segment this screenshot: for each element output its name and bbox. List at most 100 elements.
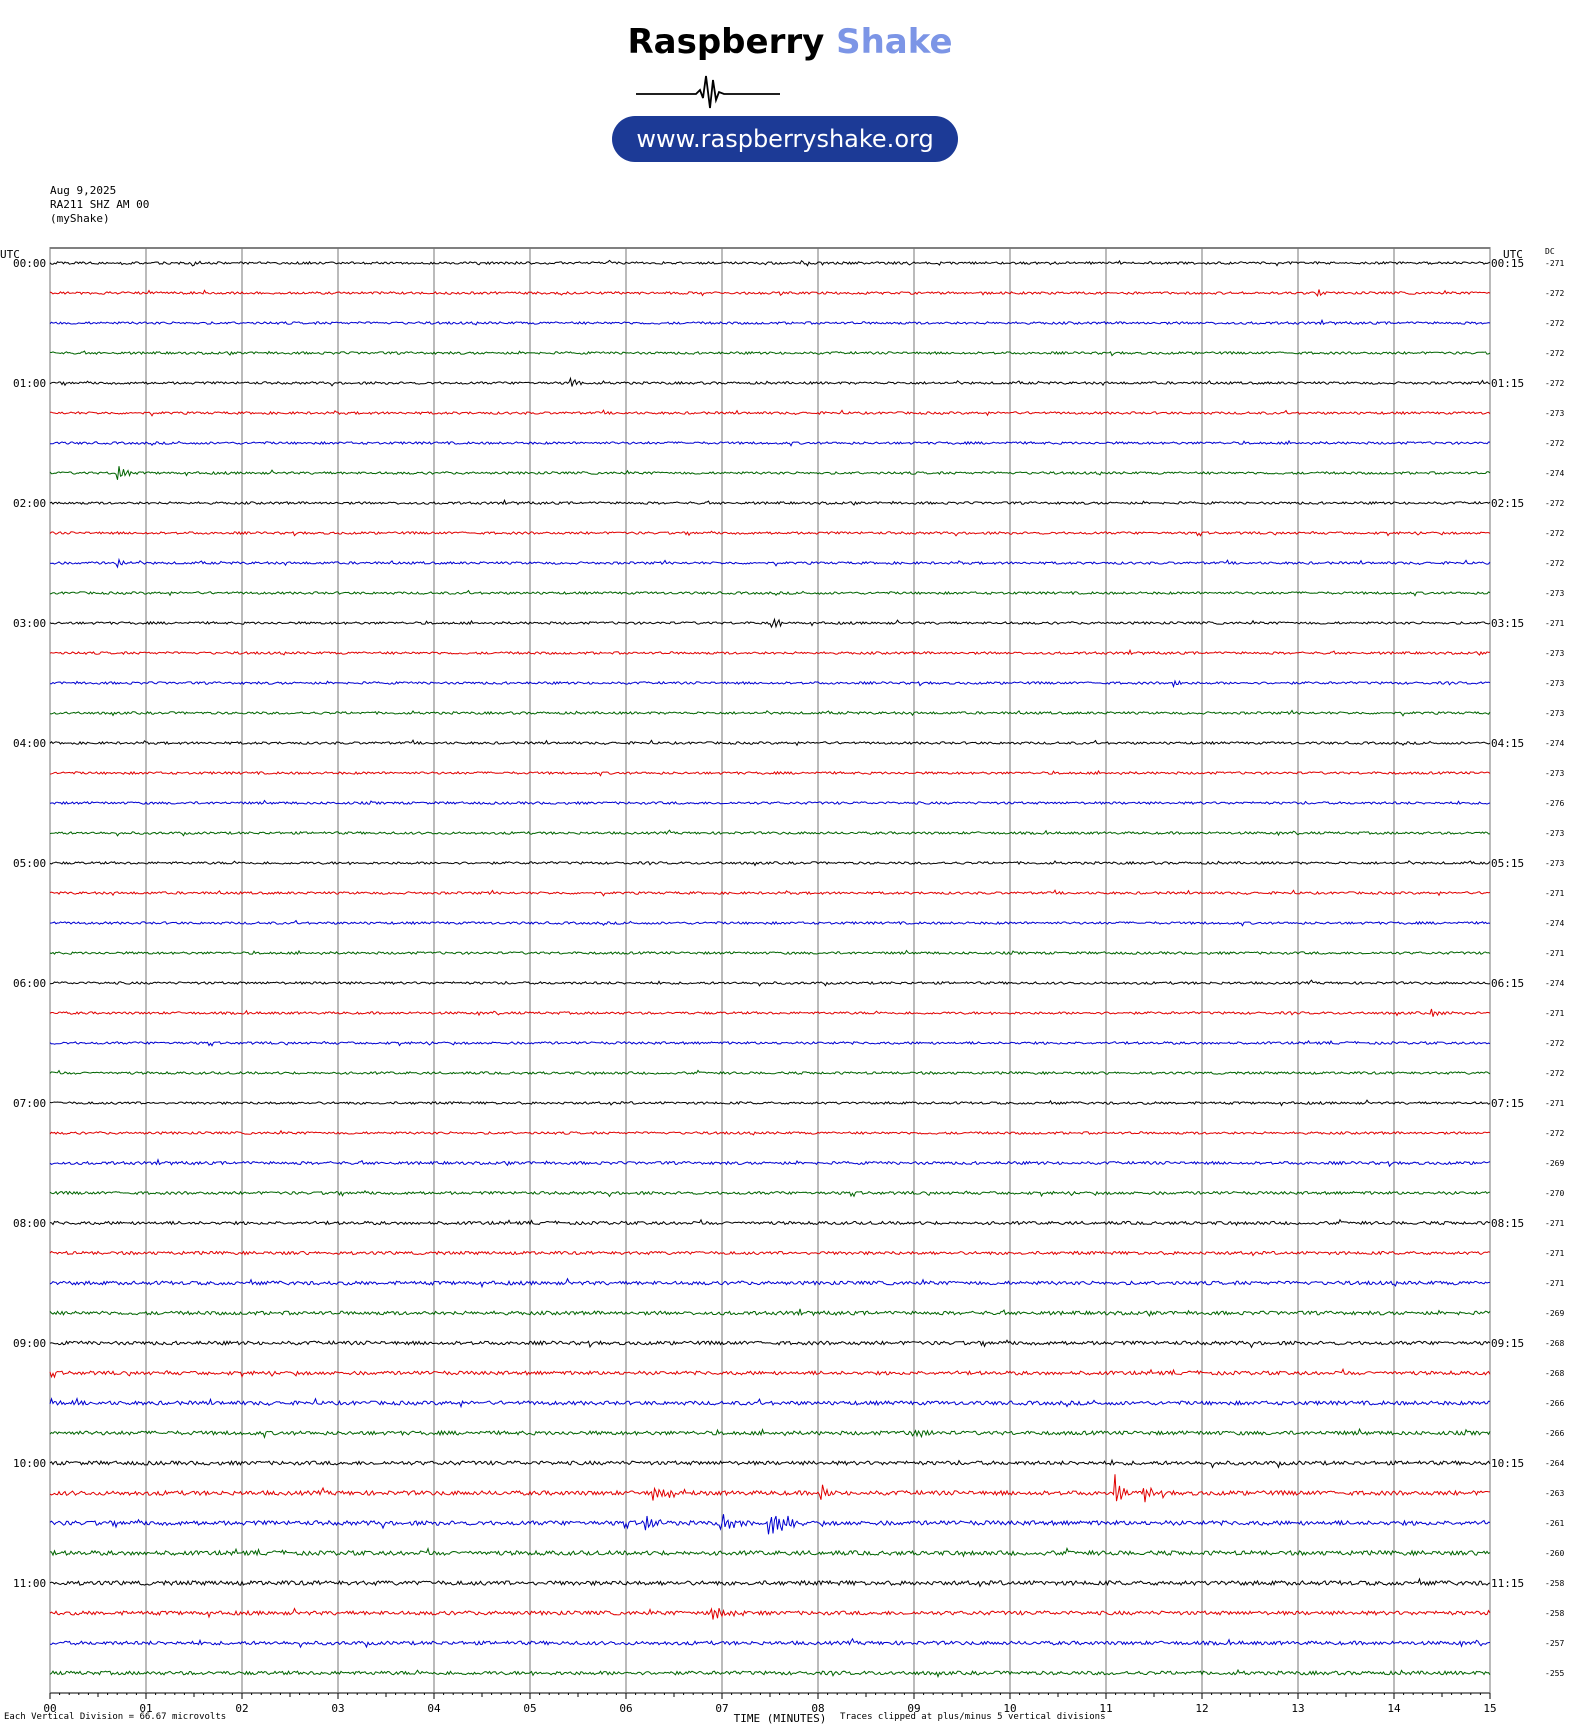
dc-offset-label: -271 [1545, 619, 1564, 628]
dc-offset-label: -273 [1545, 829, 1564, 838]
trace-line [49, 589, 1491, 597]
trace-line [49, 1218, 1491, 1227]
trace-line [49, 350, 1491, 357]
dc-offset-label: -257 [1545, 1639, 1564, 1648]
date-label: Aug 9,2025 [50, 184, 117, 197]
dc-offset-label: -272 [1545, 529, 1564, 538]
hour-label-left: 10:00 [13, 1457, 46, 1470]
trace-line [49, 1189, 1491, 1198]
x-tick-label: 00 [43, 1702, 56, 1715]
dc-offset-label: -255 [1545, 1669, 1564, 1678]
dc-offset-label: -272 [1545, 379, 1564, 388]
hour-label-right: 11:15 [1491, 1577, 1524, 1590]
trace-line [49, 648, 1491, 656]
hour-label-left: 07:00 [13, 1097, 46, 1110]
trace-line [49, 1546, 1491, 1558]
dc-offset-label: -269 [1545, 1159, 1564, 1168]
trace-line [49, 1339, 1491, 1349]
trace-line [49, 1158, 1491, 1168]
trace-line [49, 557, 1491, 569]
brand-first: Raspberry [627, 22, 825, 62]
hour-label-left: 09:00 [13, 1337, 46, 1350]
brand-second: Shake [836, 22, 953, 62]
hour-label-left: 08:00 [13, 1217, 46, 1230]
trace-line [49, 739, 1491, 747]
trace-line [49, 1607, 1491, 1620]
dc-offset-label: -264 [1545, 1459, 1564, 1468]
trace-line [49, 799, 1491, 806]
dc-offset-label: -271 [1545, 889, 1564, 898]
hour-label-left: 05:00 [13, 857, 46, 870]
dc-offset-label: -260 [1545, 1549, 1564, 1558]
hour-label-right: 06:15 [1491, 977, 1524, 990]
dc-offset-label: -272 [1545, 1039, 1564, 1048]
x-tick-label: 01 [139, 1702, 152, 1715]
network-label: (myShake) [50, 212, 110, 225]
x-tick-label: 07 [715, 1702, 728, 1715]
trace-line [49, 1039, 1491, 1047]
website-link[interactable]: www.raspberryshake.org [612, 116, 958, 162]
hour-label-right: 08:15 [1491, 1217, 1524, 1230]
trace-line [49, 919, 1491, 927]
dc-offset-label: -272 [1545, 319, 1564, 328]
dc-offset-label: -276 [1545, 799, 1564, 808]
hour-label-right: 05:15 [1491, 857, 1524, 870]
trace-line [49, 409, 1491, 417]
plot-frame [49, 247, 1491, 1694]
hour-label-left: 02:00 [13, 497, 46, 510]
trace-line [49, 1458, 1491, 1469]
x-tick-label: 15 [1483, 1702, 1496, 1715]
trace-line [49, 1514, 1491, 1535]
trace-line [49, 289, 1491, 298]
dc-offset-label: -271 [1545, 1279, 1564, 1288]
station-label: RA211 SHZ AM 00 [50, 198, 150, 211]
division-note: Each Vertical Division = 66.67 microvolt… [4, 1712, 227, 1722]
x-tick-label: 10 [1003, 1702, 1016, 1715]
hour-label-left: 11:00 [13, 1577, 46, 1590]
x-tick-label: 12 [1195, 1702, 1208, 1715]
trace-line [49, 709, 1491, 717]
x-tick-label: 13 [1291, 1702, 1304, 1715]
dc-offset-label: -272 [1545, 289, 1564, 298]
trace-line [49, 1277, 1491, 1289]
trace-line [49, 860, 1491, 867]
hour-label-left: 00:00 [13, 257, 46, 270]
x-tick-label: 03 [331, 1702, 344, 1715]
hour-label-right: 07:15 [1491, 1097, 1524, 1110]
trace-line [49, 1577, 1491, 1588]
dc-offset-label: -261 [1545, 1519, 1564, 1528]
dc-offset-label: -268 [1545, 1339, 1564, 1348]
trace-line [49, 1069, 1491, 1076]
hour-label-left: 04:00 [13, 737, 46, 750]
dc-offset-label: -273 [1545, 769, 1564, 778]
trace-line [49, 1668, 1491, 1679]
x-axis-title: TIME (MINUTES) [734, 1712, 827, 1725]
dc-offset-label: -272 [1545, 349, 1564, 358]
hour-label-left: 01:00 [13, 377, 46, 390]
dc-offset-label: -272 [1545, 1129, 1564, 1138]
dc-offset-label: -274 [1545, 739, 1564, 748]
hour-label-right: 00:15 [1491, 257, 1524, 270]
dc-offset-label: -273 [1545, 649, 1564, 658]
trace-line [49, 1427, 1491, 1440]
trace-line [50, 679, 1491, 689]
x-tick-label: 11 [1099, 1702, 1112, 1715]
trace-line [49, 889, 1491, 897]
trace-line [49, 1637, 1491, 1649]
hour-label-right: 04:15 [1491, 737, 1524, 750]
dc-offset-label: -258 [1545, 1579, 1564, 1588]
trace-line [49, 498, 1491, 506]
dc-offset-label: -273 [1545, 409, 1564, 418]
dc-offset-label: -272 [1545, 439, 1564, 448]
dc-offset-label: -273 [1545, 679, 1564, 688]
trace-line [49, 466, 1491, 480]
dc-offset-label: -273 [1545, 859, 1564, 868]
trace-line [49, 259, 1491, 267]
trace-line [49, 530, 1491, 537]
trace-line [49, 1396, 1491, 1409]
hour-label-right: 03:15 [1491, 617, 1524, 630]
dc-offset-label: -273 [1545, 589, 1564, 598]
trace-line [49, 1250, 1491, 1257]
dc-offset-label: -274 [1545, 469, 1564, 478]
dc-offset-label: -270 [1545, 1189, 1564, 1198]
